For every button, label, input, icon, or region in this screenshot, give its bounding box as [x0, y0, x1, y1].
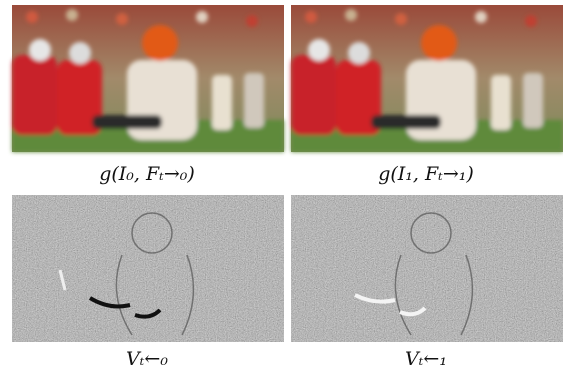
panel-bottom-left [12, 195, 284, 342]
caption: Vₜ←₀ [126, 348, 168, 370]
caption: g(I₀, Fₜ→₀) [99, 163, 195, 185]
caption: Vₜ←₁ [405, 348, 447, 370]
panel-top-left [12, 5, 284, 152]
panel-bottom-right [291, 195, 563, 342]
figure: g(I₀, Fₜ→₀) g(I₁, Fₜ→₁) Vₜ←₀ Vₜ←₁ [0, 0, 563, 381]
panel-top-right [291, 5, 563, 152]
caption: g(I₁, Fₜ→₁) [378, 163, 474, 185]
